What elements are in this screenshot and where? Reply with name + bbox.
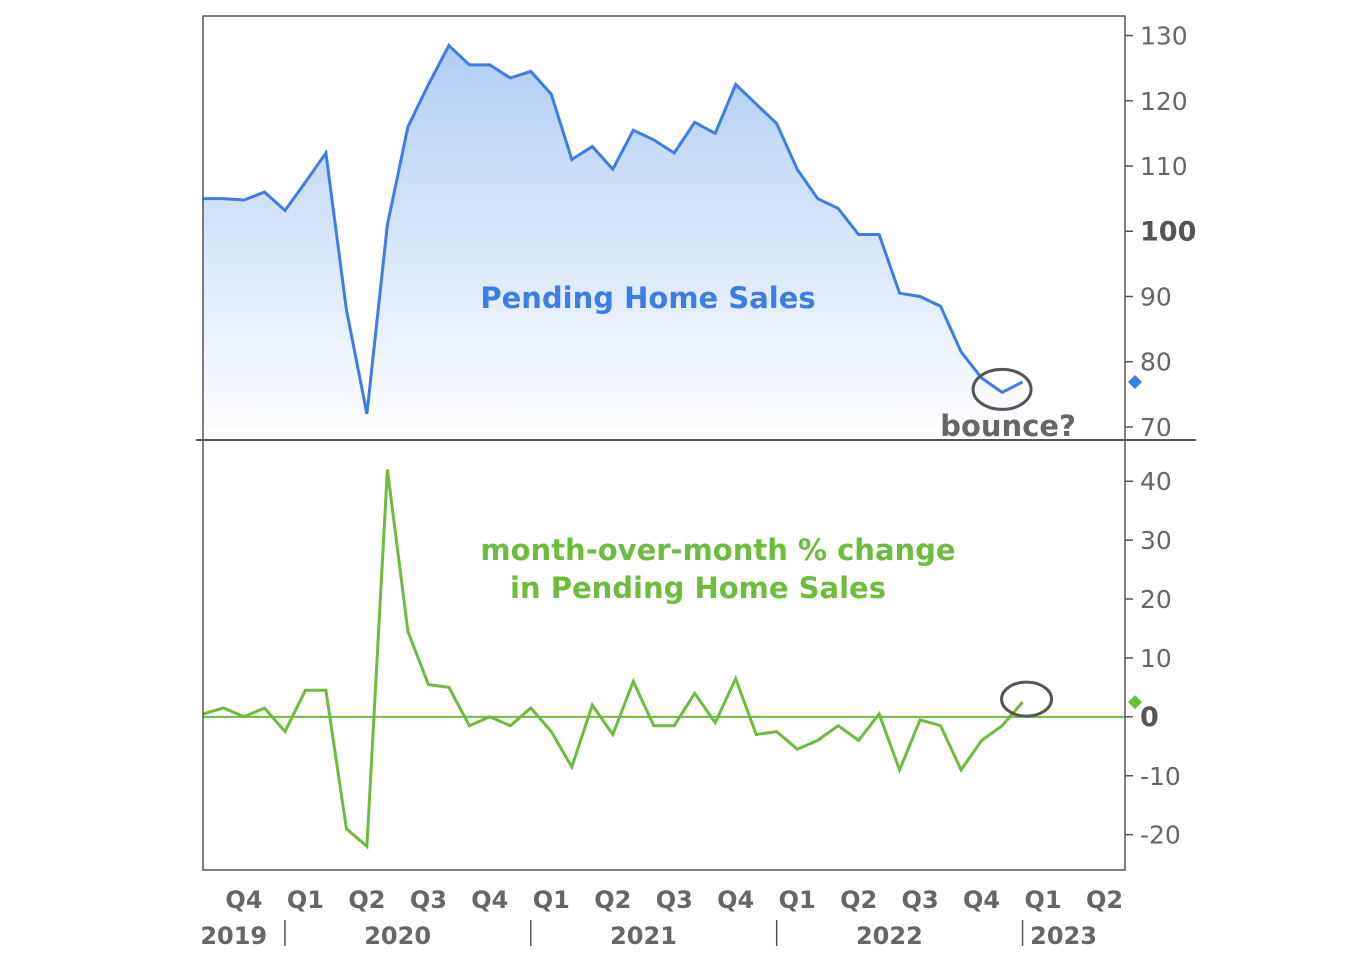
x-year-label: 2023 [1030,922,1097,950]
pending-sales-last-marker [1128,374,1142,389]
x-quarter-label: Q2 [348,886,385,914]
x-quarter-label: Q1 [779,886,816,914]
top-y-axis: 70 80 90 100 110 120 130 [1125,22,1196,442]
x-year-label: 2021 [610,922,677,950]
y-tick-label: 110 [1140,152,1188,181]
x-quarter-label: Q1 [287,886,324,914]
x-quarter-label: Q2 [594,886,631,914]
y-tick-label: 70 [1140,413,1172,442]
mom-title-line: in Pending Home Sales [510,571,886,605]
mom-title-line: month-over-month % change [480,533,955,567]
x-quarter-label: Q4 [717,886,754,914]
x-quarter-label: Q1 [533,886,570,914]
y-tick-label: 120 [1140,87,1188,116]
pending-sales-area [203,45,1023,441]
y-tick-label: 80 [1140,348,1172,377]
pending-sales-title: Pending Home Sales [480,281,815,315]
y-tick-label: 20 [1140,585,1172,614]
x-quarter-label: Q1 [1024,886,1061,914]
y-tick-label: 130 [1140,22,1188,51]
x-quarter-label: Q4 [225,886,262,914]
y-tick-label: 90 [1140,282,1172,311]
pending-sales-line [203,42,1024,415]
y-tick-label: 40 [1140,467,1172,496]
bottom-plot-frame [202,439,1126,871]
x-quarter-label: Q3 [656,886,693,914]
x-quarter-label: Q4 [471,886,508,914]
x-quarter-label: Q3 [410,886,447,914]
mom-change-line [202,469,1024,850]
mom-change-title: month-over-month % change in Pending Home… [480,533,955,605]
x-year-label: 2020 [364,922,431,950]
bottom-panel: -20 -10 0 10 20 30 40 month-over-month % chang… [202,467,1181,850]
mom-circle [1000,680,1054,718]
x-year-label: 2019 [200,922,267,950]
x-quarter-label: Q2 [1086,886,1123,914]
bottom-y-axis: -20 -10 0 10 20 30 40 [1125,467,1181,850]
plot-frames [196,15,1196,871]
y-tick-label: -20 [1140,821,1181,850]
y-tick-label: 10 [1140,644,1172,673]
x-quarter-label: Q4 [963,886,1000,914]
y-tick-label: -10 [1140,762,1181,791]
mom-change-last-marker [1128,695,1142,710]
x-year-label: 2022 [856,922,923,950]
bounce-circle [971,367,1033,411]
x-quarter-label: Q2 [840,886,877,914]
y-tick-label: 100 [1140,216,1196,247]
y-tick-label: 30 [1140,526,1172,555]
x-quarter-label: Q3 [902,886,939,914]
bounce-annotation: bounce? [940,409,1076,443]
x-axis: Q4 Q1 Q2 Q3 Q4 Q1 Q2 Q3 Q4 Q1 Q2 Q3 Q4 Q1 Q2 2019 2020 20… [200,886,1123,950]
top-panel: 70 80 90 100 110 120 130 Pending Home Sales bo… [203,22,1196,443]
y-tick-label: 0 [1140,702,1159,733]
